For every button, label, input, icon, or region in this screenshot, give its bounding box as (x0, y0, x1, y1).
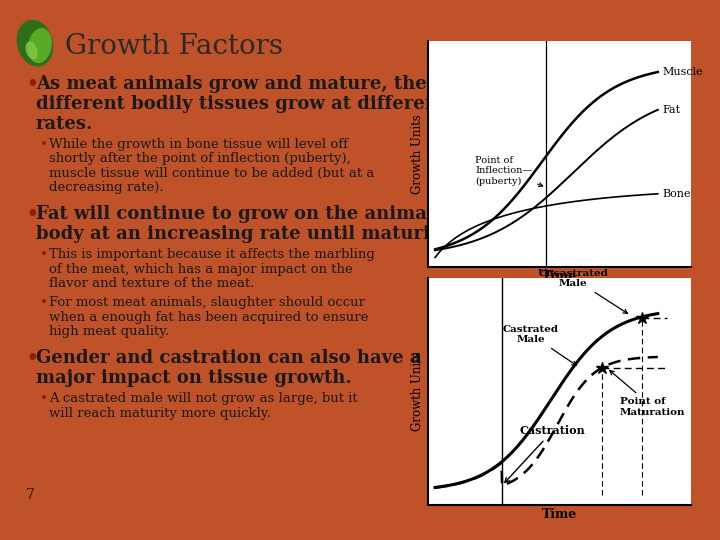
Text: of the meat, which has a major impact on the: of the meat, which has a major impact on… (49, 263, 352, 276)
Text: Castrated
Male: Castrated Male (503, 325, 577, 366)
Text: Fat: Fat (662, 105, 680, 115)
Text: Castration: Castration (505, 426, 585, 482)
Text: •: • (40, 248, 48, 261)
Text: decreasing rate).: decreasing rate). (49, 181, 163, 194)
Text: •: • (40, 393, 48, 406)
Text: •: • (26, 205, 38, 223)
Text: Point of
Inflection—
(puberty): Point of Inflection— (puberty) (475, 156, 543, 186)
Text: For most meat animals, slaughter should occur: For most meat animals, slaughter should … (49, 296, 364, 309)
Ellipse shape (29, 29, 51, 63)
Text: Muscle: Muscle (662, 67, 703, 77)
Text: major impact on tissue growth.: major impact on tissue growth. (36, 369, 351, 387)
Y-axis label: Growth Units: Growth Units (411, 114, 424, 194)
X-axis label: Time: Time (542, 508, 577, 521)
Ellipse shape (26, 42, 37, 59)
Text: •: • (26, 349, 38, 367)
Text: flavor and texture of the meat.: flavor and texture of the meat. (49, 277, 254, 291)
Text: will reach maturity more quickly.: will reach maturity more quickly. (49, 407, 271, 420)
Text: muscle tissue will continue to be added (but at a: muscle tissue will continue to be added … (49, 167, 374, 180)
Text: •: • (40, 138, 48, 151)
Text: when a enough fat has been acquired to ensure: when a enough fat has been acquired to e… (49, 311, 368, 324)
X-axis label: Time: Time (542, 270, 577, 283)
Text: This is important because it affects the marbling: This is important because it affects the… (49, 248, 374, 261)
Text: Bone: Bone (662, 189, 690, 199)
Text: 7: 7 (26, 488, 35, 502)
Text: Gender and castration can also have a: Gender and castration can also have a (36, 349, 421, 367)
Text: Growth Factors: Growth Factors (66, 33, 283, 60)
Text: rates.: rates. (36, 115, 94, 133)
Text: Point of
Maturation: Point of Maturation (610, 370, 685, 417)
Text: shortly after the point of inflection (puberty),: shortly after the point of inflection (p… (49, 152, 351, 165)
Text: Uncastrated
Male: Uncastrated Male (538, 269, 628, 313)
Ellipse shape (17, 21, 53, 66)
Text: While the growth in bone tissue will level off: While the growth in bone tissue will lev… (49, 138, 348, 151)
Text: A castrated male will not grow as large, but it: A castrated male will not grow as large,… (49, 393, 357, 406)
Text: different bodily tissues grow at different: different bodily tissues grow at differe… (36, 95, 446, 113)
Text: body at an increasing rate until maturity.: body at an increasing rate until maturit… (36, 225, 453, 244)
Text: •: • (26, 75, 38, 93)
Text: Source: The Science of Meat Quality
edited by Chris R. Kerth: Source: The Science of Meat Quality edit… (553, 487, 692, 507)
Text: •: • (40, 296, 48, 309)
Text: high meat quality.: high meat quality. (49, 325, 169, 338)
Y-axis label: Growth Units: Growth Units (411, 352, 424, 431)
Text: Fat will continue to grow on the animal’s: Fat will continue to grow on the animal’… (36, 205, 450, 223)
Text: As meat animals grow and mature, their: As meat animals grow and mature, their (36, 75, 443, 93)
